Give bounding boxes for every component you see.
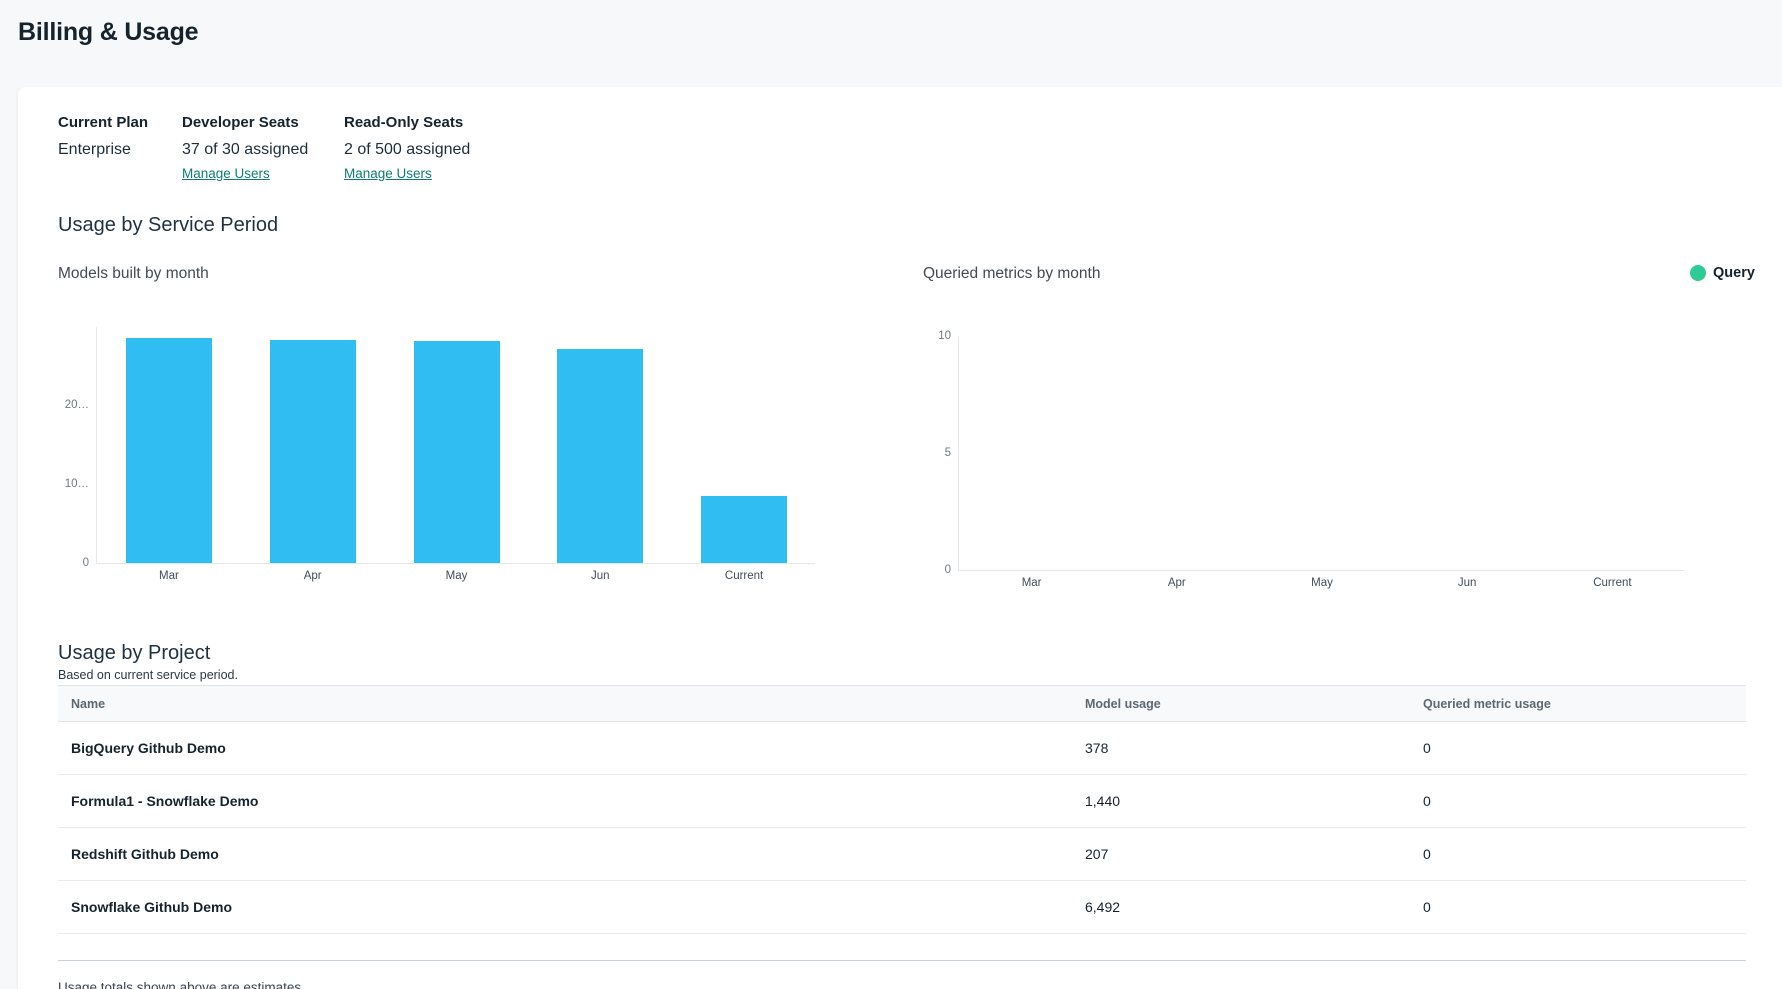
queried-metrics-chart-title: Queried metrics by month (923, 265, 1101, 282)
current-plan-summary: Current Plan Enterprise (58, 114, 148, 159)
usage-by-project-table: Name Model usage Queried metric usage Bi… (58, 685, 1746, 961)
read-only-seats-value: 2 of 500 assigned (344, 141, 471, 158)
table-row: Redshift Github Demo 207 0 (58, 828, 1746, 881)
read-only-seats-label: Read-Only Seats (344, 114, 464, 131)
model-usage-cell: 1,440 (1085, 793, 1121, 809)
x-axis-label-current: Current (1593, 577, 1632, 589)
manage-read-only-users-link[interactable]: Manage Users (344, 166, 432, 181)
query-legend-dot-icon (1690, 265, 1706, 281)
x-axis-label-may: May (1311, 577, 1333, 589)
table-row: Formula1 - Snowflake Demo 1,440 0 (58, 775, 1746, 828)
project-name-cell: BigQuery Github Demo (71, 740, 226, 756)
page-title: Billing & Usage (18, 18, 199, 46)
column-header-model-usage: Model usage (1085, 697, 1161, 711)
y-axis-tick-label: 10 (938, 330, 951, 342)
queried-metric-usage-cell: 0 (1423, 899, 1431, 915)
column-header-name: Name (71, 697, 106, 711)
y-axis-tick-label: 0 (944, 564, 951, 576)
x-axis-label-apr: Apr (303, 570, 322, 582)
table-header-row: Name Model usage Queried metric usage (58, 685, 1746, 722)
queried-metrics-chart: Mar Apr May Jun Current 0 5 10 (938, 330, 1684, 589)
models-built-chart-title: Models built by month (58, 265, 209, 282)
usage-by-project-title: Usage by Project (58, 642, 211, 664)
x-axis-label-current: Current (724, 570, 764, 582)
billing-card: Current Plan Enterprise Developer Seats … (18, 87, 1782, 989)
y-axis-tick-label: 10… (64, 478, 89, 490)
queried-metric-usage-cell: 0 (1423, 793, 1431, 809)
query-legend-label: Query (1713, 265, 1755, 281)
page-header: Billing & Usage (0, 0, 1782, 84)
project-name-cell: Snowflake Github Demo (71, 899, 233, 915)
x-axis-label-apr: Apr (1167, 577, 1186, 589)
manage-developer-users-link[interactable]: Manage Users (182, 166, 270, 181)
project-name-cell: Formula1 - Snowflake Demo (71, 793, 259, 809)
model-usage-cell: 6,492 (1085, 899, 1121, 915)
table-body: BigQuery Github Demo 378 0 Formula1 - Snowf… (58, 722, 1746, 934)
queried-metric-usage-cell: 0 (1423, 846, 1431, 862)
bar-jun (557, 349, 643, 563)
table-row: BigQuery Github Demo 378 0 (58, 722, 1746, 775)
x-axis-label-mar: Mar (158, 570, 179, 582)
x-axis-label-jun: Jun (591, 570, 610, 582)
x-axis-label-mar: Mar (1021, 577, 1042, 589)
developer-seats-label: Developer Seats (182, 114, 299, 131)
model-usage-cell: 207 (1085, 846, 1109, 862)
models-built-chart: Mar Apr May Jun Current 0 10… 20… (65, 327, 815, 582)
table-bottom-spacer (58, 934, 1746, 961)
read-only-seats-summary: Read-Only Seats 2 of 500 assigned Manage… (344, 114, 470, 183)
model-usage-cell: 378 (1085, 740, 1109, 756)
table-row: Snowflake Github Demo 6,492 0 (58, 881, 1746, 934)
usage-estimates-note: Usage totals shown above are estimates (58, 980, 302, 989)
bar-current (701, 496, 787, 563)
bar-may (414, 341, 500, 563)
usage-by-service-period-title: Usage by Service Period (58, 214, 279, 236)
project-name-cell: Redshift Github Demo (71, 846, 219, 862)
query-legend-item[interactable]: Query (1690, 265, 1755, 281)
current-plan-value: Enterprise (58, 141, 131, 158)
y-axis-tick-label: 0 (82, 557, 89, 569)
y-axis-tick-label: 5 (944, 447, 951, 459)
bar-mar (126, 338, 212, 563)
x-axis-label-jun: Jun (1457, 577, 1477, 589)
developer-seats-value: 37 of 30 assigned (182, 141, 309, 158)
bar-apr (270, 340, 356, 563)
developer-seats-summary: Developer Seats 37 of 30 assigned Manage… (182, 114, 308, 183)
x-axis-label-may: May (445, 570, 468, 582)
column-header-queried-metric-usage: Queried metric usage (1423, 697, 1551, 711)
current-plan-label: Current Plan (58, 114, 149, 131)
queried-metric-usage-cell: 0 (1423, 740, 1431, 756)
y-axis-tick-label: 20… (64, 399, 89, 411)
usage-by-project-subtitle: Based on current service period. (58, 668, 238, 682)
